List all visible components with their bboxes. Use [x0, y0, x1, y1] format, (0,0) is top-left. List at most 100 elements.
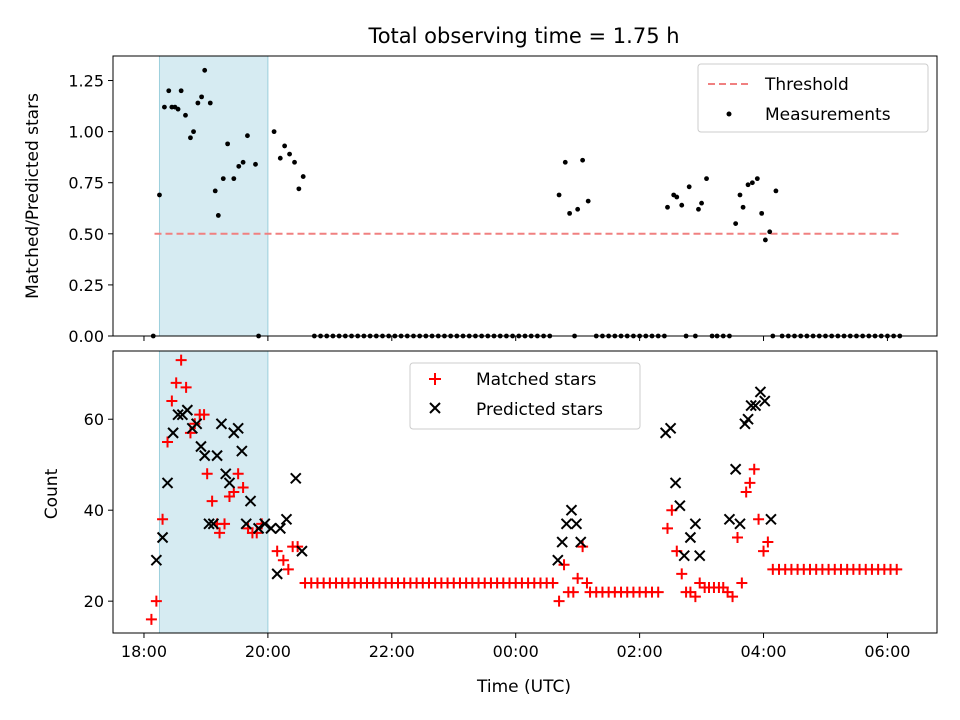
top-y-tick-label: 0.75: [68, 174, 104, 193]
bottom-matched-stars-point: [214, 527, 226, 539]
bottom-matched-stars-point: [736, 577, 748, 589]
bottom-matched-stars-point: [567, 586, 579, 598]
top-measurements-point: [580, 157, 586, 163]
bottom-matched-stars-point: [572, 572, 584, 584]
top-y-tick-label: 0.50: [68, 225, 104, 244]
top-measurements-point: [183, 112, 188, 118]
top-measurements-point: [215, 213, 221, 218]
bottom-predicted-stars-point: [296, 545, 308, 557]
bottom-predicted-stars-point: [223, 477, 236, 489]
top-measurements-point: [188, 135, 193, 141]
bottom-predicted-stars-point: [156, 531, 169, 544]
bottom-y-axis-label: Count: [42, 468, 62, 519]
bottom-matched-stars-point: [744, 477, 756, 489]
top-measurements-point: [253, 161, 258, 167]
top-measurements-point: [292, 159, 297, 165]
top-legend: Threshold Measurements: [697, 63, 929, 133]
bottom-predicted-stars-point: [749, 399, 762, 412]
bottom-matched-stars-point: [170, 377, 182, 389]
top-y-tick-label: 1.00: [68, 123, 104, 142]
bottom-x-tick-label: 00:00: [493, 642, 539, 661]
bottom-predicted-stars-point: [150, 554, 163, 566]
top-panel: 0.00 0.25 0.50 0.75 1.00 1.25: [68, 55, 938, 346]
top-measurements-point: [231, 176, 237, 182]
bottom-predicted-stars-point: [211, 449, 223, 462]
bottom-predicted-stars-point: [689, 518, 702, 530]
bottom-predicted-stars-point: [190, 418, 203, 430]
legend-matched-label: Matched stars: [476, 370, 596, 390]
figure-title: Total observing time = 1.75 h: [367, 24, 679, 48]
bottom-predicted-stars-point: [570, 518, 583, 530]
bottom-predicted-stars-point: [759, 395, 771, 407]
top-measurements-point: [296, 186, 302, 192]
x-axis-label: Time (UTC): [476, 677, 571, 697]
bottom-matched-stars-point: [157, 513, 169, 525]
top-measurements-point: [157, 192, 162, 198]
bottom-predicted-stars-point: [552, 554, 564, 566]
bottom-matched-stars-point: [740, 486, 752, 498]
bottom-x-tick-label: 06:00: [864, 642, 910, 661]
top-measurements-point: [562, 159, 568, 165]
top-measurements-point: [762, 237, 768, 243]
bottom-matched-stars-point: [232, 468, 244, 480]
bottom-x-tick-label: 02:00: [617, 642, 663, 661]
bottom-predicted-stars-point: [161, 477, 174, 489]
top-measurements-point: [271, 129, 277, 135]
top-measurements-point: [225, 141, 231, 147]
top-measurements-point: [696, 206, 701, 212]
top-measurements-point: [665, 204, 670, 210]
legend-measurements-swatch: [726, 111, 732, 117]
legend-predicted-swatch: [429, 402, 441, 414]
bottom-predicted-stars-point: [252, 522, 265, 535]
bottom-predicted-stars-point: [754, 386, 767, 398]
bottom-matched-stars-point: [553, 595, 565, 607]
bottom-matched-stars-point: [661, 522, 673, 534]
bottom-matched-stars-point: [201, 468, 213, 480]
top-measurements-point: [737, 192, 743, 198]
bottom-predicted-stars-point: [742, 413, 754, 425]
bottom-matched-stars-point: [145, 613, 157, 625]
top-measurements-point: [740, 204, 746, 210]
bottom-predicted-stars-point: [198, 449, 211, 462]
bottom-matched-stars-point: [748, 463, 760, 475]
top-measurements-point: [674, 194, 680, 200]
legend-threshold-label: Threshold: [764, 75, 849, 95]
bottom-predicted-stars-point: [556, 536, 568, 548]
bottom-predicted-stars-point: [745, 399, 757, 412]
bottom-predicted-stars-point: [674, 499, 686, 512]
bottom-x-tick-label: 04:00: [740, 642, 786, 661]
bottom-matched-stars-point: [753, 513, 765, 525]
bottom-axes-frame: [112, 350, 938, 634]
bottom-predicted-stars-point: [274, 522, 286, 535]
top-measurements-point: [686, 184, 692, 190]
top-measurements-point: [773, 188, 779, 194]
bottom-predicted-stars-point: [723, 513, 736, 525]
top-measurements-point: [162, 104, 167, 110]
top-measurements-point: [767, 229, 773, 235]
bottom-predicted-stars-point: [236, 445, 248, 457]
top-measurements-point: [236, 163, 242, 169]
bottom-matched-stars-point: [162, 436, 174, 448]
top-axes-frame: [112, 55, 938, 337]
bottom-matched-stars-point: [732, 531, 744, 543]
top-measurements-point: [245, 133, 250, 139]
bottom-matched-stars-point: [652, 586, 664, 598]
legend-predicted-label: Predicted stars: [476, 400, 603, 420]
bottom-matched-stars-point: [219, 518, 231, 530]
legend-matched-swatch: [429, 373, 441, 385]
top-measurements-point: [166, 88, 172, 94]
bottom-predicted-stars-point: [684, 531, 697, 544]
top-measurements-point: [300, 174, 306, 179]
bottom-panel: 20 40 60 18:00 20:00 22:00 00:00 02:00 04:00 06:0…: [84, 350, 938, 661]
bottom-shaded-span: [158, 350, 269, 634]
bottom-predicted-stars-point: [265, 522, 277, 535]
bottom-predicted-stars-point: [280, 513, 293, 525]
legend-measurements-label: Measurements: [765, 105, 891, 125]
top-shaded-span: [158, 55, 269, 337]
top-measurements-point: [212, 188, 218, 194]
bottom-predicted-stars-point: [232, 422, 244, 435]
bottom-predicted-stars-point: [207, 518, 220, 530]
bottom-matched-stars-point: [676, 568, 688, 580]
bottom-predicted-stars-point: [215, 418, 228, 430]
